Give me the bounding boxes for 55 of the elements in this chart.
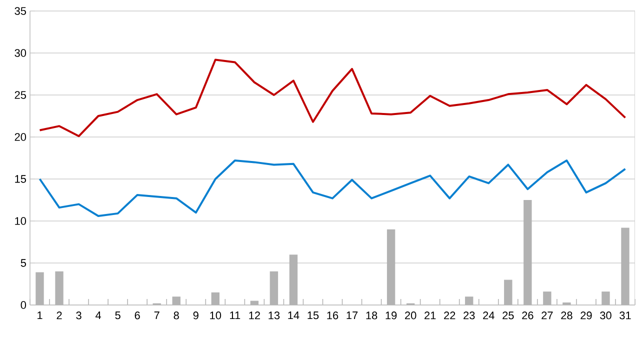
bar [211,292,220,305]
x-tick-label: 9 [193,312,198,320]
x-tick-label: 16 [327,312,338,320]
x-tick-label: 10 [210,312,222,320]
y-tick-label: 20 [14,133,26,141]
bar [36,272,44,305]
x-tick-label: 25 [502,312,514,320]
bar [621,228,630,305]
x-tick-label: 4 [96,312,102,320]
x-tick-label: 26 [522,312,534,320]
x-tick-label: 13 [268,312,280,320]
x-tick-label: 17 [346,312,358,320]
x-tick-label: 12 [249,312,260,320]
bar [386,229,396,305]
x-tick-label: 18 [366,312,378,320]
y-tick-label: 25 [14,91,26,99]
x-tick-label: 23 [464,312,475,320]
x-tick-label: 30 [600,312,612,320]
x-tick-label: 24 [483,312,494,320]
bar [524,200,532,305]
bar [270,271,278,305]
x-tick-label: 28 [561,312,572,320]
x-tick-label: 29 [580,312,592,320]
x-tick-label: 2 [56,312,62,320]
bar [602,292,610,305]
bar [250,300,259,305]
y-tick-label: 35 [14,7,26,15]
x-tick-label: 11 [230,312,240,320]
y-tick-label: 30 [14,49,26,57]
x-tick-label: 15 [308,312,319,320]
x-tick-label: 27 [542,312,553,320]
bar [465,296,474,305]
x-tick-label: 5 [115,312,120,320]
x-tick-label: 31 [620,312,631,320]
y-tick-label: 10 [15,217,26,225]
y-tick-label: 15 [15,175,26,183]
y-tick-label: 5 [20,259,26,267]
bar [289,254,298,305]
bar [55,271,64,305]
bar [504,280,512,305]
bar [172,296,180,305]
x-tick-label: 3 [76,312,82,320]
x-tick-label: 19 [386,312,397,320]
x-tick-label: 20 [405,312,416,320]
line-series [38,58,626,138]
y-tick-label: 0 [20,301,26,309]
x-tick-label: 7 [154,312,160,320]
bar [562,302,571,305]
x-tick-label: 1 [38,312,42,320]
x-tick-label: 6 [134,312,140,320]
x-tick-label: 14 [288,312,300,320]
x-tick-label: 21 [424,312,436,320]
x-tick-label: 22 [444,312,456,320]
x-tick-label: 8 [174,312,179,320]
bar [543,292,552,305]
